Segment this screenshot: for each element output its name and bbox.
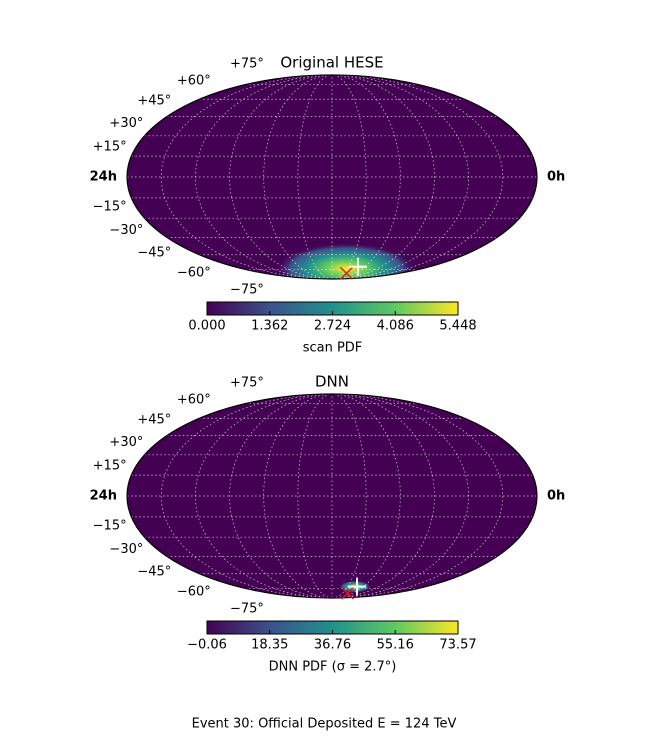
caption: Event 30: Official Deposited E = 124 TeV <box>192 717 457 732</box>
lon-label: 0h <box>547 489 565 504</box>
lon-label: 0h <box>547 170 565 185</box>
colorbar-tick-label: 55.16 <box>377 638 414 653</box>
marker <box>339 266 353 280</box>
colorbar-tick-label: 1.362 <box>251 319 288 334</box>
meridian-line <box>331 394 504 598</box>
meridian-line <box>263 75 333 279</box>
lat-tick-label: −30° <box>109 542 143 557</box>
meridian-line <box>331 75 367 279</box>
lat-tick-label: +75° <box>230 57 264 72</box>
colorbar-tick-label: 0.000 <box>188 319 225 334</box>
lat-tick-label: −30° <box>109 223 143 238</box>
map-border <box>126 393 538 599</box>
lat-tick-label: −60° <box>177 584 211 599</box>
lat-tick-label: +60° <box>177 74 211 89</box>
colorbar-label: DNN PDF (σ = 2.7°) <box>269 660 397 675</box>
meridian-line <box>331 75 504 279</box>
map-content <box>127 394 537 598</box>
meridian-line <box>331 394 367 598</box>
colorbar-label: scan PDF <box>303 341 363 356</box>
meridian-line <box>297 394 333 598</box>
meridian-line <box>194 394 333 598</box>
map-border <box>126 74 538 280</box>
meridian-line <box>331 394 435 598</box>
lat-tick-label: −45° <box>137 564 171 579</box>
lon-label: 24h <box>90 170 117 185</box>
meridian-line <box>331 394 401 598</box>
sky-map: Original HESE +75° +60° +45° +30° +15° −15° −30… <box>90 54 566 356</box>
meridian-line <box>194 75 333 279</box>
map-title: Original HESE <box>280 54 383 72</box>
meridian-line <box>263 394 333 598</box>
lat-tick-label: +45° <box>137 94 171 109</box>
marker <box>348 577 367 596</box>
lat-tick-label: −45° <box>137 245 171 260</box>
map-title: DNN <box>315 373 349 391</box>
lat-tick-label: −15° <box>93 519 127 534</box>
lat-tick-label: +75° <box>230 376 264 391</box>
lat-tick-label: +60° <box>177 393 211 408</box>
meridian-line <box>229 394 333 598</box>
map-content <box>127 75 537 279</box>
meridian-line <box>160 394 333 598</box>
colorbar-tick-label: 4.086 <box>377 319 414 334</box>
lat-tick-label: +45° <box>137 413 171 428</box>
meridian-line <box>331 75 470 279</box>
lon-label: 24h <box>90 489 117 504</box>
meridian-line <box>229 75 333 279</box>
lat-tick-label: −75° <box>230 282 264 297</box>
lat-tick-label: +30° <box>109 116 143 131</box>
meridian-line <box>331 394 470 598</box>
meridian-line <box>331 75 435 279</box>
lat-tick-label: +15° <box>93 458 127 473</box>
colorbar-tick-label: 36.76 <box>314 638 351 653</box>
lat-tick-label: +30° <box>109 435 143 450</box>
marker <box>341 586 355 600</box>
colorbar-tick-label: 2.724 <box>314 319 351 334</box>
lat-tick-label: +15° <box>93 139 127 154</box>
colorbar-tick-label: 18.35 <box>251 638 288 653</box>
colorbar-tick-label: 5.448 <box>439 319 476 334</box>
colorbar-tick-label: −0.06 <box>187 638 227 653</box>
lat-tick-label: −60° <box>177 265 211 280</box>
sky-map: DNN +75° +60° +45° +30° +15° −15° −30° −45° −60° −… <box>90 373 566 675</box>
marker <box>348 257 367 276</box>
pdf-hotspot <box>275 242 416 279</box>
meridian-line <box>331 75 401 279</box>
meridian-line <box>160 75 333 279</box>
colorbar-tick-label: 73.57 <box>439 638 476 653</box>
meridian-line <box>297 75 333 279</box>
lat-tick-label: −75° <box>230 601 264 616</box>
lat-tick-label: −15° <box>93 200 127 215</box>
